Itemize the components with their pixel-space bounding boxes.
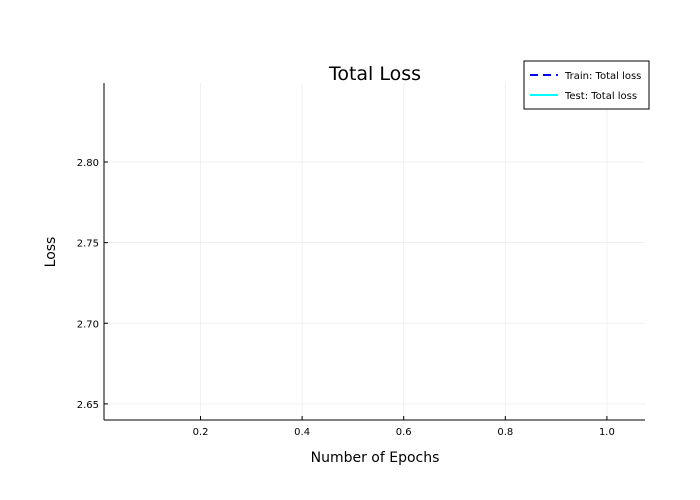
y-tick-label: 2.80 — [77, 158, 99, 169]
x-tick-label: 0.8 — [497, 427, 513, 438]
axes — [103, 83, 645, 421]
x-tick-label: 0.2 — [193, 427, 209, 438]
y-ticks: 2.65 2.70 2.75 2.80 — [77, 158, 108, 411]
x-ticks: 0.2 0.4 0.6 0.8 1.0 — [193, 416, 615, 438]
y-tick-label: 2.70 — [77, 319, 99, 330]
legend-label-test: Test: Total loss — [564, 91, 637, 102]
y-axis-label: Loss — [43, 237, 59, 268]
y-tick-label: 2.65 — [77, 400, 99, 411]
x-tick-label: 1.0 — [599, 427, 615, 438]
grid-lines — [104, 83, 645, 420]
legend-label-train: Train: Total loss — [564, 71, 641, 82]
chart-title: Total Loss — [328, 63, 421, 85]
y-tick-label: 2.75 — [77, 239, 99, 250]
x-tick-label: 0.4 — [294, 427, 310, 438]
x-tick-label: 0.6 — [396, 427, 412, 438]
x-axis-label: Number of Epochs — [311, 450, 440, 466]
legend-box — [523, 60, 650, 110]
legend: Train: Total loss Test: Total loss — [523, 60, 650, 110]
